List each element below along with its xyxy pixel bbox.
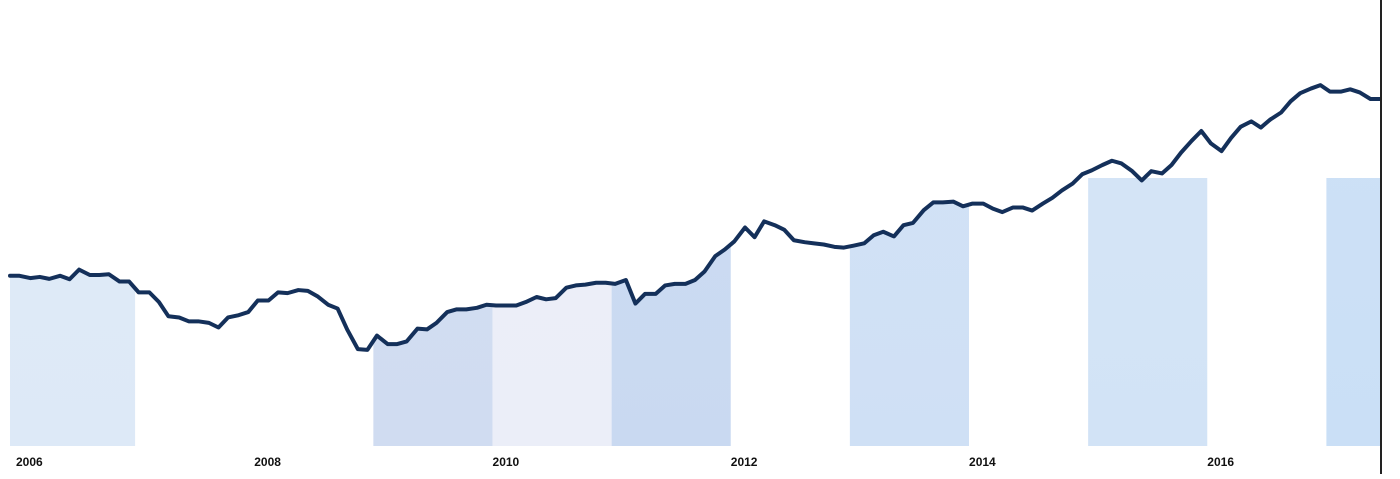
series-layer xyxy=(8,0,1382,352)
x-tick-label: 2016 xyxy=(1207,455,1234,469)
above-line-mask xyxy=(10,0,1380,350)
series-line xyxy=(8,83,1382,352)
x-axis: 2006 2008 2010 2012 2014 2016 xyxy=(16,0,1382,474)
x-tick-label: 2014 xyxy=(969,455,996,469)
x-tick-label: 2012 xyxy=(731,455,758,469)
x-tick-label: 2008 xyxy=(254,455,281,469)
x-tick-label: 2006 xyxy=(16,455,43,469)
shaded-band xyxy=(1326,178,1380,446)
shaded-band xyxy=(1088,178,1208,446)
x-tick-label: 2010 xyxy=(493,455,520,469)
